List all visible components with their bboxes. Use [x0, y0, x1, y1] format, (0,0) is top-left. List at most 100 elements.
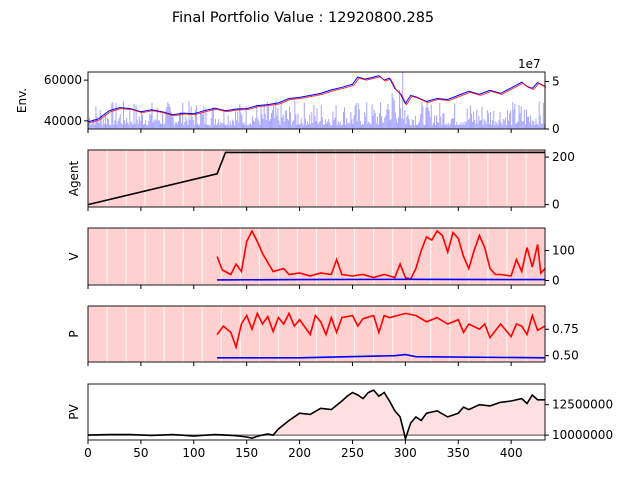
env-volume-bar — [444, 125, 446, 129]
p-ylabel: P — [67, 330, 81, 337]
env-right-tick-label: 0 — [552, 122, 560, 136]
env-volume-bar — [148, 121, 150, 129]
env-volume-bar — [441, 124, 443, 129]
env-volume-bar — [216, 125, 218, 129]
env-volume-bar — [113, 124, 115, 129]
env-volume-bar — [140, 110, 142, 129]
env-volume-bar — [165, 110, 167, 129]
env-volume-bar — [397, 117, 400, 129]
env-volume-bar — [366, 102, 368, 129]
env-volume-bar — [357, 103, 359, 129]
env-volume-bar — [104, 114, 106, 129]
env-volume-bar — [484, 120, 486, 129]
env-volume-bar — [277, 108, 279, 129]
env-volume-bar — [298, 124, 300, 129]
env-volume-bar — [439, 102, 441, 129]
env-volume-bar — [478, 115, 480, 129]
env-volume-bar — [233, 125, 236, 129]
env-volume-bar — [315, 121, 317, 129]
env-volume-bar — [317, 124, 319, 129]
env-volume-bar — [101, 125, 103, 129]
env-volume-bar — [497, 125, 499, 129]
env-volume-bar — [450, 119, 452, 129]
env-volume-bar — [218, 119, 220, 129]
env-volume-bar — [147, 125, 149, 129]
env-volume-bar — [226, 125, 228, 129]
env-volume-bar — [231, 119, 233, 129]
env-volume-bar — [368, 122, 370, 129]
env-volume-bar — [176, 124, 178, 129]
env-volume-bar — [273, 104, 275, 129]
env-volume-bar — [448, 125, 450, 129]
env-volume-bar — [198, 125, 200, 129]
env-volume-bar — [472, 122, 474, 129]
env-volume-bar — [164, 123, 166, 129]
env-volume-bar — [189, 120, 191, 129]
env-volume-bar — [428, 111, 430, 129]
env-volume-bar — [510, 110, 512, 129]
env-volume-bar — [205, 108, 207, 129]
env-volume-bar — [182, 102, 184, 129]
env-volume-bar — [255, 117, 257, 129]
env-volume-bar — [240, 112, 242, 129]
env-volume-bar — [511, 125, 513, 129]
env-volume-bar — [386, 109, 388, 129]
env-volume-bar — [465, 122, 467, 129]
env-volume-bar — [264, 113, 266, 129]
p-series-line-2 — [217, 353, 546, 359]
env-volume-bar — [356, 121, 358, 129]
env-volume-bar — [294, 100, 296, 129]
env-volume-bar — [214, 119, 217, 129]
env-volume-bar — [274, 117, 276, 129]
env-volume-bar — [504, 117, 506, 129]
env-volume-bar — [125, 123, 127, 129]
env-volume-bar — [407, 114, 409, 129]
env-volume-bar — [402, 72, 404, 129]
env-volume-bar — [258, 120, 260, 129]
env-volume-bar — [284, 111, 286, 129]
env-volume-bar — [247, 125, 249, 129]
env-ytick-label: 40000 — [44, 114, 82, 128]
env-volume-bar — [263, 104, 265, 129]
env-volume-bar — [434, 125, 437, 129]
env-volume-bar — [103, 123, 105, 129]
env-volume-bar — [329, 122, 331, 129]
env-volume-bar — [194, 109, 196, 129]
env-volume-bar — [256, 104, 258, 129]
env-volume-bar — [266, 102, 268, 129]
v-panel: 0 100 V — [67, 227, 575, 289]
env-volume-bar — [371, 104, 373, 129]
env-volume-bar — [381, 116, 383, 129]
env-volume-bar — [123, 120, 126, 129]
env-volume-bar — [170, 111, 172, 129]
env-volume-bar — [302, 125, 304, 129]
env-volume-bar — [199, 124, 201, 129]
env-volume-bar — [358, 109, 360, 129]
env-volume-bar — [114, 120, 116, 129]
env-volume-bar — [301, 122, 303, 129]
env-volume-bar — [293, 119, 295, 129]
env-volume-bar — [528, 116, 530, 129]
env-volume-bar — [496, 123, 498, 129]
env-volume-bar — [409, 124, 411, 129]
env-volume-bar — [427, 107, 429, 129]
env-volume-bar — [464, 120, 466, 129]
xtick-label: 300 — [394, 446, 417, 460]
env-volume-bar — [523, 109, 525, 129]
env-volume-bar — [494, 125, 496, 129]
env-volume-bar — [206, 124, 208, 129]
env-volume-bar — [404, 110, 406, 129]
env-volume-bar — [501, 125, 503, 129]
env-volume-bar — [268, 120, 270, 129]
env-volume-bar — [543, 123, 545, 129]
env-volume-bar — [314, 116, 316, 129]
env-volume-bar — [531, 124, 533, 129]
env-volume-bar — [365, 116, 367, 129]
env-volume-bar — [336, 124, 338, 129]
env-volume-bar — [151, 102, 153, 129]
env-volume-bar — [415, 124, 417, 129]
env-series-line-1 — [87, 75, 546, 123]
env-volume-bar — [292, 121, 294, 129]
env-volume-bar — [120, 123, 122, 129]
env-volume-bar — [242, 123, 244, 129]
